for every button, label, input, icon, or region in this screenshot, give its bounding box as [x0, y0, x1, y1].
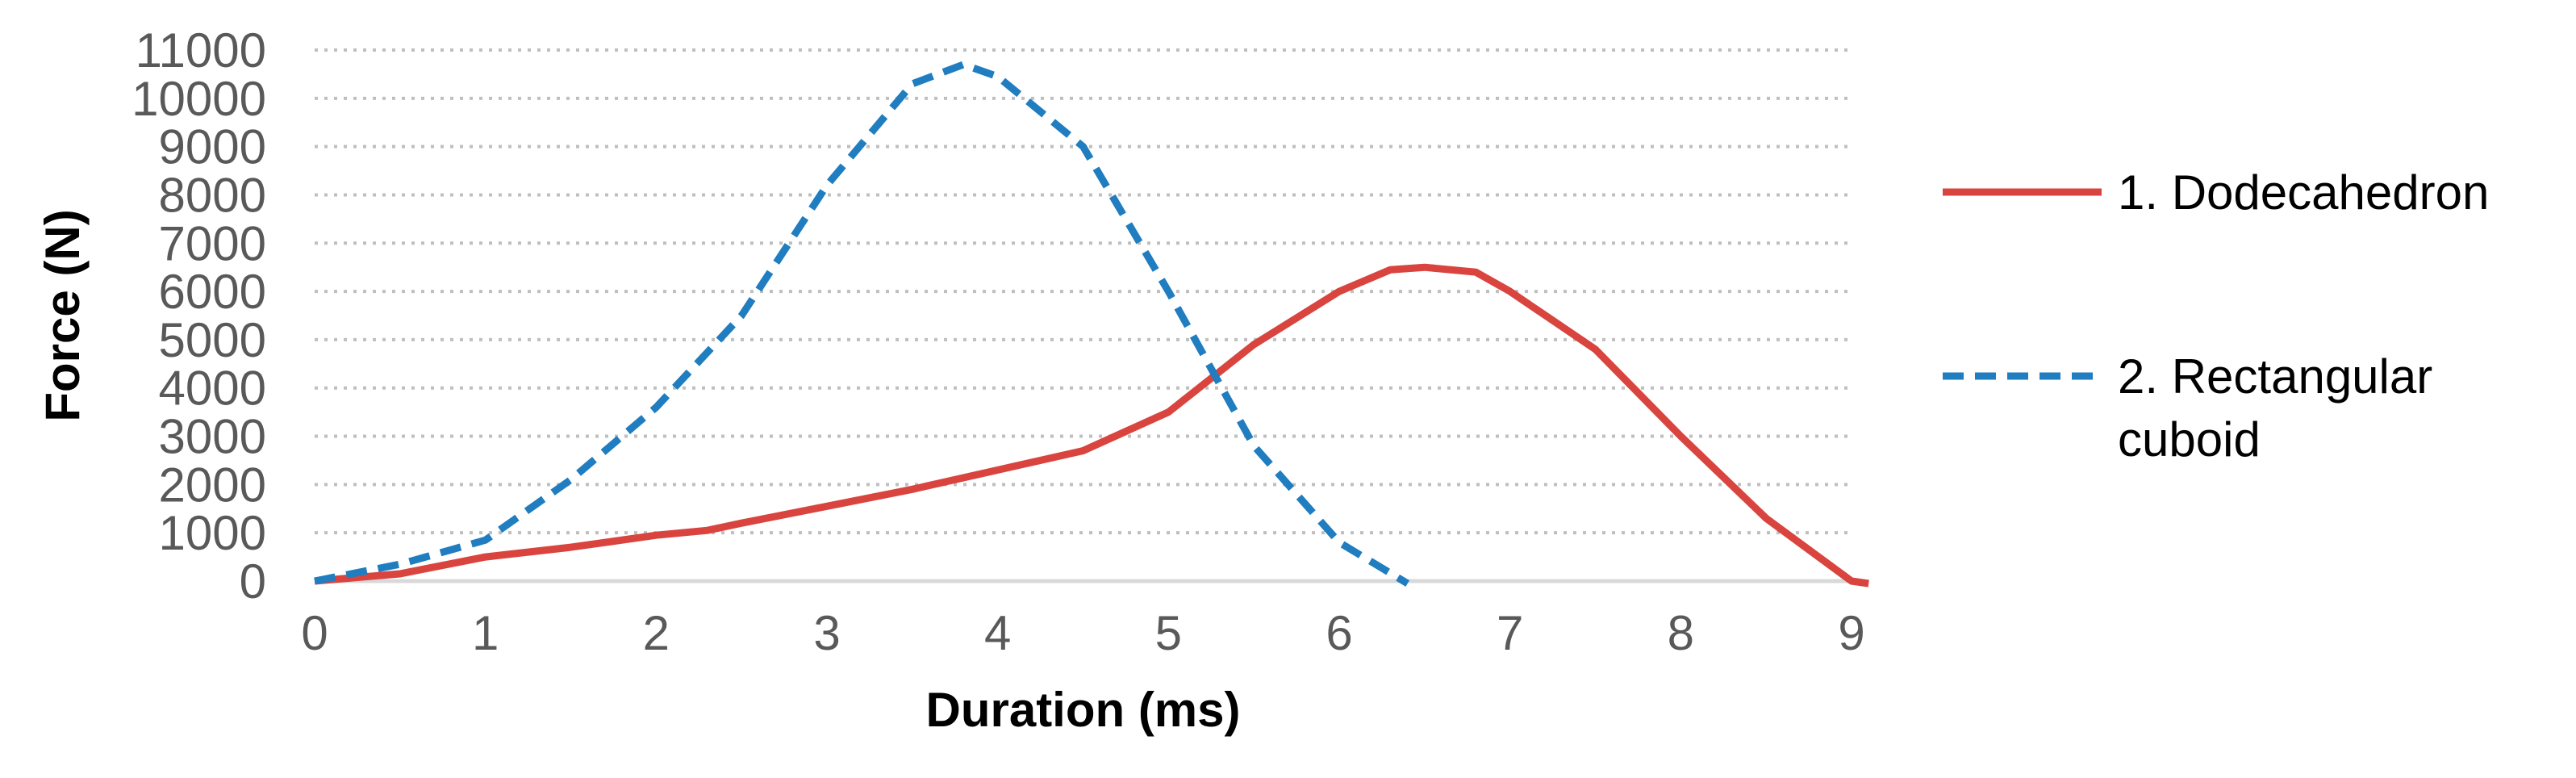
- y-tick-label: 3000: [159, 410, 266, 464]
- x-tick-label: 6: [1326, 606, 1352, 660]
- y-tick-label: 2000: [159, 458, 266, 512]
- legend: 1. Dodecahedron 2. Rectangular cuboid: [1943, 165, 2489, 466]
- x-tick-label: 8: [1668, 606, 1694, 660]
- x-tick-label: 3: [813, 606, 840, 660]
- legend-item-1: 1. Dodecahedron: [1943, 165, 2489, 220]
- series-line-1: [314, 263, 1869, 588]
- y-tick-label: 11000: [136, 23, 266, 77]
- legend-item-2: 2. Rectangular cuboid: [1943, 349, 2432, 466]
- series-line-2: [314, 61, 1410, 587]
- x-tick-label: 2: [643, 606, 670, 660]
- x-axis-title: Duration (ms): [926, 683, 1241, 737]
- legend-label: 1. Dodecahedron: [2118, 165, 2489, 220]
- legend-label: 2. Rectangular cuboid: [2118, 349, 2432, 466]
- gridlines: [315, 48, 1852, 535]
- x-tick-label: 9: [1838, 606, 1864, 660]
- x-tick-label: 7: [1497, 606, 1523, 660]
- x-tick-label: 0: [301, 606, 328, 660]
- y-tick-label: 8000: [159, 168, 266, 222]
- x-tick-label: 1: [472, 606, 499, 660]
- y-axis-title: Force (N): [35, 209, 90, 421]
- x-axis-ticks: 0 1 2 3 4 5 6 7 8 9: [301, 606, 1864, 660]
- y-tick-label: 9000: [159, 120, 266, 174]
- y-tick-label: 6000: [159, 265, 266, 319]
- x-tick-label: 5: [1155, 606, 1182, 660]
- y-tick-label: 7000: [159, 216, 266, 270]
- y-tick-label: 1000: [159, 506, 266, 560]
- y-tick-label: 5000: [159, 313, 266, 367]
- y-tick-label: 4000: [159, 362, 266, 416]
- y-tick-label: 10000: [132, 72, 266, 126]
- y-axis-ticks: 0100020003000400050006000700080009000100…: [132, 23, 266, 609]
- y-tick-label: 0: [240, 554, 266, 609]
- series-lines: [314, 61, 1869, 588]
- x-tick-label: 4: [984, 606, 1011, 660]
